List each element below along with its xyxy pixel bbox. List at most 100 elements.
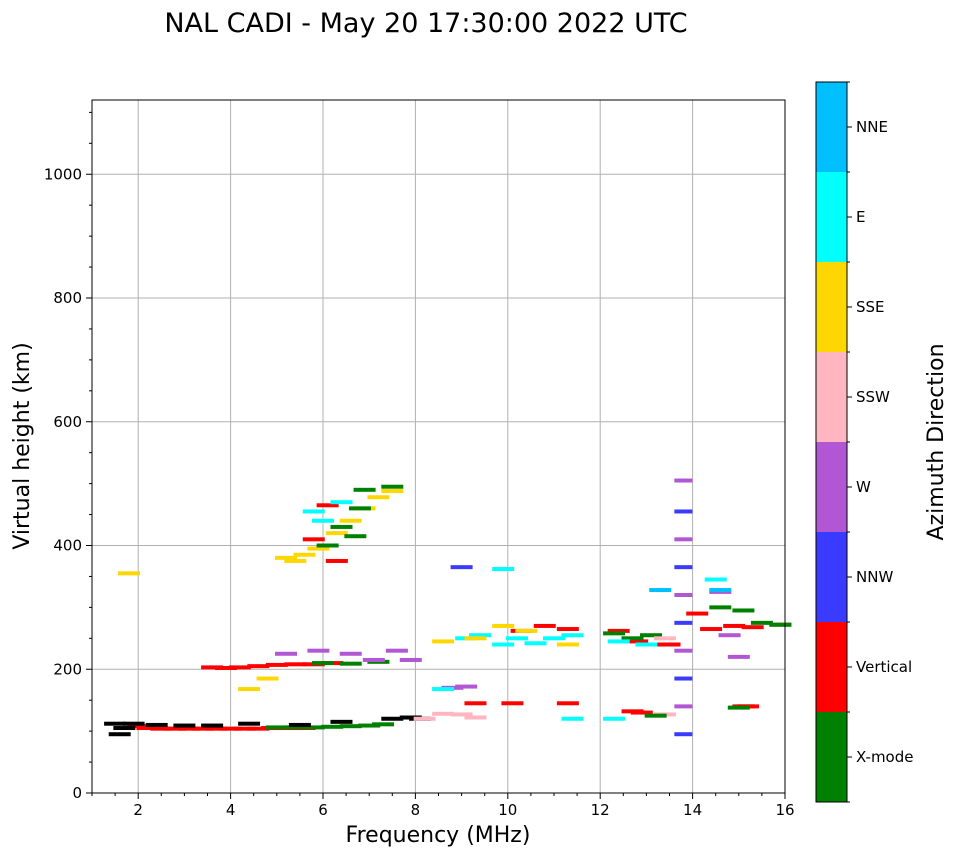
echo-mark [214, 666, 237, 671]
colorbar-label: Vertical [856, 658, 912, 676]
colorbar-swatch [816, 532, 847, 622]
echo-mark [750, 620, 773, 625]
echo-mark [432, 687, 455, 692]
echo-mark [674, 565, 693, 570]
echo-mark [362, 657, 385, 662]
echo-mark [464, 715, 487, 720]
echo-mark [469, 633, 492, 638]
echo-mark [330, 500, 353, 505]
echo-mark [191, 726, 214, 731]
x-tick-label: 2 [133, 801, 143, 819]
echo-mark [533, 623, 556, 628]
echo-mark [640, 633, 663, 638]
echo-mark [385, 648, 408, 653]
echo-mark [709, 588, 732, 593]
echo-mark [228, 665, 251, 670]
echo-mark [344, 534, 367, 539]
echo-mark [674, 478, 693, 483]
echo-mark [201, 665, 224, 670]
echo-mark [293, 552, 316, 557]
echo-mark [238, 687, 261, 692]
echo-mark [450, 565, 473, 570]
echo-mark [492, 623, 515, 628]
echo-mark [178, 726, 201, 731]
echo-mark [603, 631, 626, 636]
echo-mark [413, 716, 436, 721]
colorbar-swatch [816, 172, 847, 262]
echo-mark [330, 719, 353, 724]
echo-mark [769, 622, 792, 627]
echo-mark [524, 641, 547, 646]
y-tick-label: 0 [72, 784, 82, 802]
x-axis-ticks: 2 4 6 8 10 12 14 16 [91, 793, 795, 819]
echo-mark [381, 484, 404, 489]
colorbar-swatch [816, 442, 847, 532]
echo-mark [464, 636, 487, 641]
echo-mark [700, 627, 723, 632]
echo-mark [704, 577, 727, 582]
echo-mark [543, 636, 565, 641]
echo-mark [381, 489, 404, 494]
echo-mark [492, 567, 515, 572]
echo-mark [653, 636, 676, 641]
echo-mark [732, 608, 755, 613]
echo-mark [201, 723, 224, 728]
echo-mark [674, 620, 693, 625]
echo-mark [621, 636, 644, 641]
colorbar-label: NNW [856, 568, 893, 586]
echo-mark [674, 509, 693, 514]
echo-mark [321, 724, 344, 729]
echo-mark [603, 716, 626, 721]
echo-mark [256, 676, 279, 681]
echo-mark [348, 506, 371, 511]
echo-mark [372, 722, 395, 727]
colorbar-label: X-mode [856, 748, 913, 766]
colorbar-label: NNE [856, 118, 888, 136]
echo-mark [649, 588, 672, 593]
echo-mark [238, 721, 261, 726]
echo-mark [312, 661, 334, 666]
colorbar-swatch [816, 622, 847, 712]
echo-mark [658, 642, 681, 647]
echo-mark [275, 555, 298, 560]
colorbar: X-mode Vertical NNW W SSW SSE E NNE [815, 81, 913, 803]
echo-mark [630, 710, 653, 715]
echo-mark [117, 571, 140, 576]
y-tick-label: 400 [53, 537, 82, 555]
echo-mark [284, 558, 307, 563]
echo-mark [325, 531, 348, 536]
x-tick-label: 14 [683, 801, 702, 819]
echo-mark [275, 651, 298, 656]
echo-mark [265, 662, 288, 667]
colorbar-title: Azimuth Direction [924, 343, 949, 540]
x-tick-label: 4 [226, 801, 236, 819]
echo-mark [325, 558, 348, 563]
echo-mark [205, 726, 228, 731]
echo-mark [302, 509, 325, 514]
echo-mark [173, 723, 196, 728]
echo-mark [247, 726, 270, 731]
echo-mark [122, 721, 145, 726]
echo-mark [492, 642, 515, 647]
echo-mark [506, 636, 529, 641]
echo-mark [108, 732, 131, 737]
echo-mark [381, 716, 404, 721]
echo-mark [561, 716, 584, 721]
echo-mark [561, 633, 584, 638]
echo-mark [432, 639, 455, 644]
x-tick-label: 12 [591, 801, 610, 819]
echo-mark [674, 648, 693, 653]
echo-mark [353, 487, 376, 492]
colorbar-label: W [856, 478, 871, 496]
echo-mark [727, 705, 750, 710]
y-axis-ticks: 0 200 400 600 800 1000 [44, 111, 92, 802]
x-tick-label: 8 [411, 801, 421, 819]
echo-mark [686, 611, 709, 616]
echo-mark [316, 543, 339, 548]
echo-mark [727, 654, 750, 659]
echo-mark [607, 639, 630, 644]
echo-mark [709, 605, 732, 610]
x-tick-label: 10 [498, 801, 517, 819]
